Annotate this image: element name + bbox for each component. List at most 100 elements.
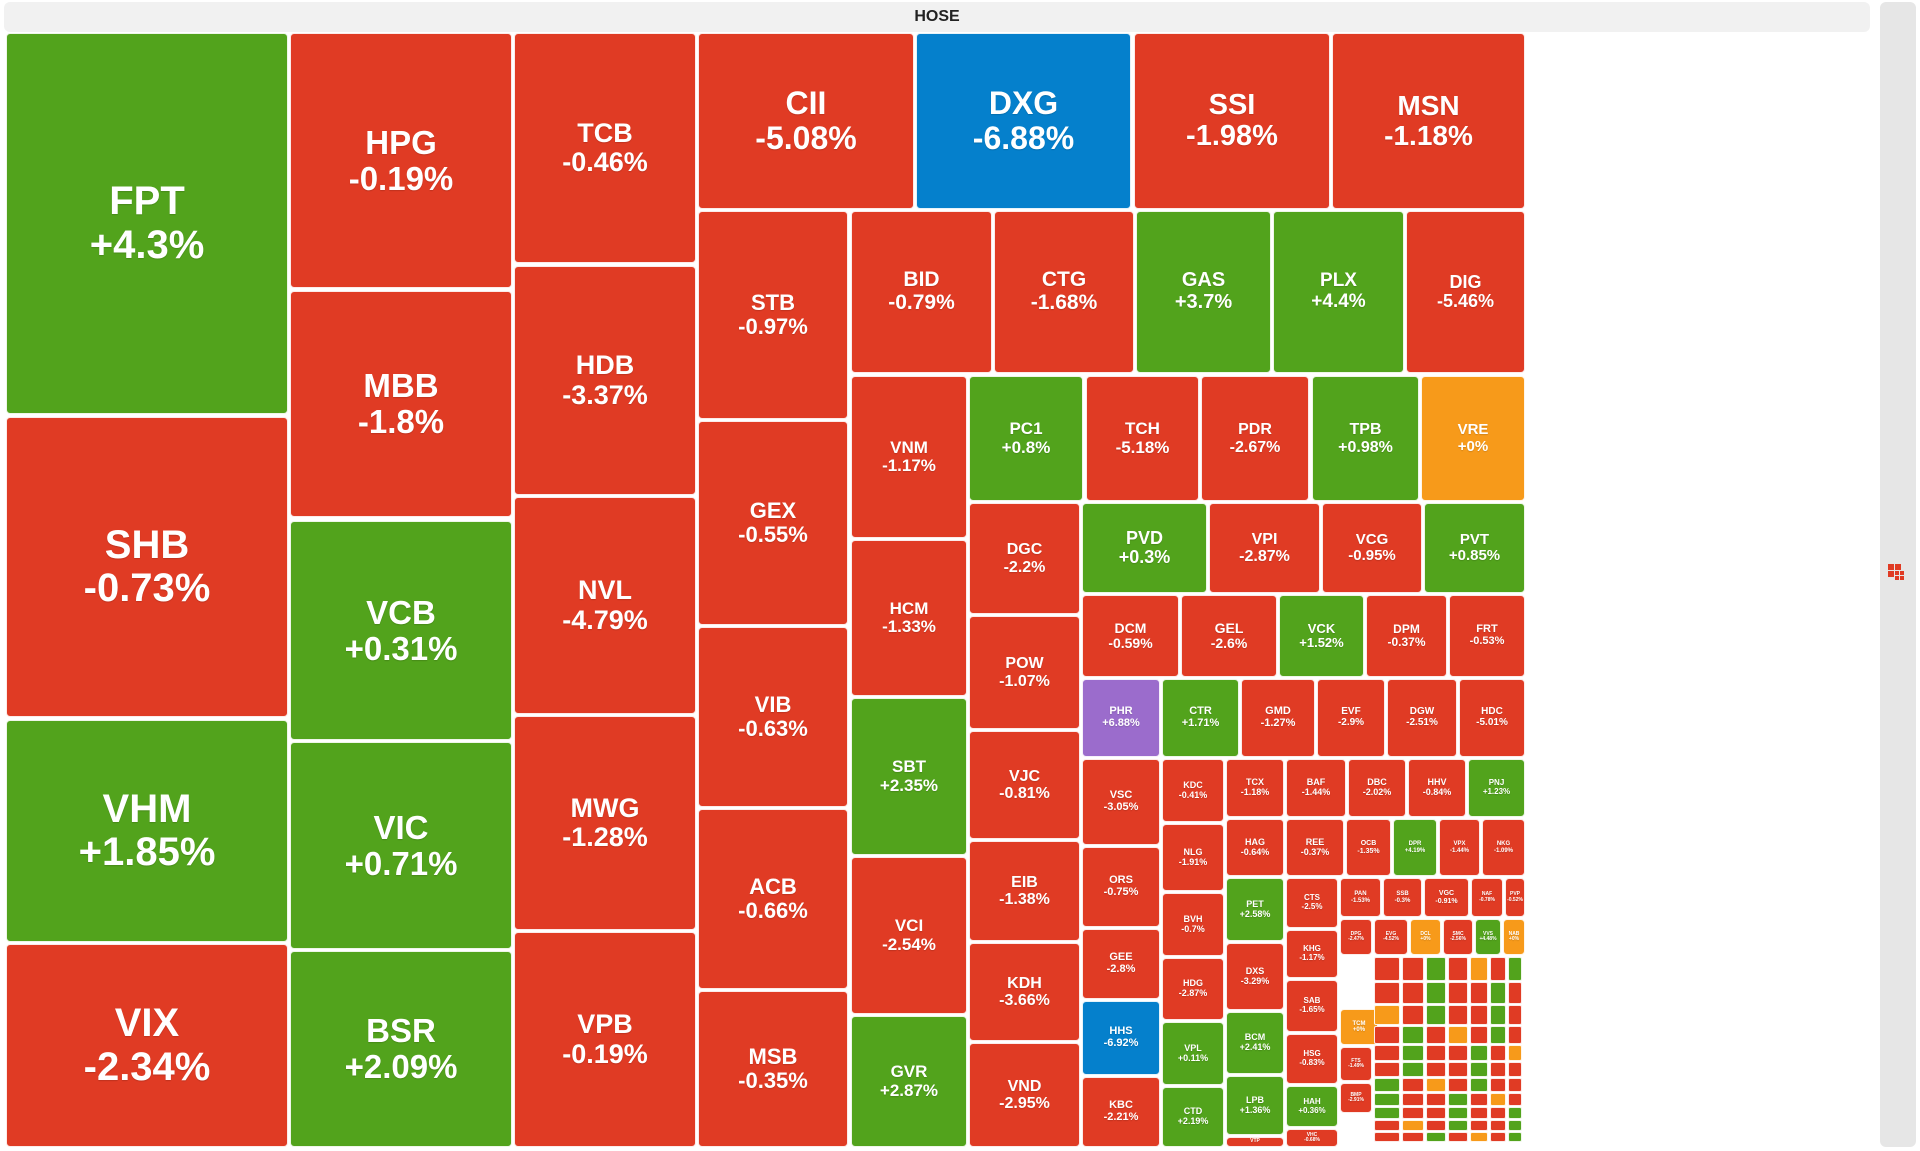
tile-small[interactable] (1374, 1005, 1400, 1025)
tile-stb[interactable]: STB -0.97% (698, 211, 848, 419)
tile-dcm[interactable]: DCM -0.59% (1082, 595, 1179, 677)
tile-pnj[interactable]: PNJ +1.23% (1468, 759, 1525, 817)
tile-small[interactable] (1448, 1045, 1468, 1061)
tile-nkg[interactable]: NKG -1.09% (1482, 819, 1525, 876)
tile-small[interactable] (1448, 1107, 1468, 1119)
tile-small[interactable] (1470, 1132, 1488, 1142)
tile-small[interactable] (1426, 1093, 1446, 1106)
tile-small[interactable] (1426, 1107, 1446, 1119)
tile-nab[interactable]: NAB +0% (1503, 919, 1525, 955)
tile-frt[interactable]: FRT -0.53% (1449, 595, 1525, 677)
tile-hpg[interactable]: HPG -0.19% (290, 33, 512, 288)
tile-small[interactable] (1470, 1045, 1488, 1061)
tile-vic[interactable]: VIC +0.71% (290, 742, 512, 949)
tile-fts[interactable]: FTS -1.49% (1340, 1047, 1372, 1081)
tile-vvs[interactable]: VVS +4.48% (1475, 919, 1501, 955)
tile-tpb[interactable]: TPB +0.98% (1312, 376, 1419, 501)
tile-vpb[interactable]: VPB -0.19% (514, 932, 696, 1147)
tile-small[interactable] (1470, 957, 1488, 981)
tile-small[interactable] (1374, 1132, 1400, 1142)
tile-dgc[interactable]: DGC -2.2% (969, 503, 1080, 614)
tile-small[interactable] (1470, 1107, 1488, 1119)
tile-small[interactable] (1508, 1078, 1522, 1092)
tile-nlg[interactable]: NLG -1.91% (1162, 824, 1224, 891)
tile-evf[interactable]: EVF -2.9% (1317, 679, 1385, 757)
tile-vnd[interactable]: VND -2.95% (969, 1043, 1080, 1147)
tile-evg[interactable]: EVG -4.52% (1374, 919, 1408, 955)
tile-tcb[interactable]: TCB -0.46% (514, 33, 696, 263)
tile-tcm[interactable]: TCM +0% (1340, 1009, 1378, 1045)
tile-dxg[interactable]: DXG -6.88% (916, 33, 1131, 209)
tile-vpi[interactable]: VPI -2.87% (1209, 503, 1320, 593)
tile-bmp[interactable]: BMP -2.91% (1340, 1083, 1372, 1113)
tile-small[interactable] (1426, 1062, 1446, 1077)
tile-sab[interactable]: SAB -1.65% (1286, 980, 1338, 1032)
tile-small[interactable] (1402, 982, 1424, 1004)
tile-small[interactable] (1490, 1062, 1506, 1077)
tile-gas[interactable]: GAS +3.7% (1136, 211, 1271, 373)
tile-small[interactable] (1402, 1026, 1424, 1044)
tile-small[interactable] (1426, 1120, 1446, 1131)
tile-dpg[interactable]: DPG -2.47% (1340, 919, 1372, 955)
tile-hag[interactable]: HAG -0.64% (1226, 819, 1284, 876)
tile-vre[interactable]: VRE +0% (1421, 376, 1525, 501)
tile-cts[interactable]: CTS -2.5% (1286, 878, 1338, 928)
tile-small[interactable] (1374, 1026, 1400, 1044)
tile-ssi[interactable]: SSI -1.98% (1134, 33, 1330, 209)
tile-vix[interactable]: VIX -2.34% (6, 944, 288, 1147)
tile-small[interactable] (1508, 1107, 1522, 1119)
tile-small[interactable] (1508, 1132, 1522, 1142)
tile-pvd[interactable]: PVD +0.3% (1082, 503, 1207, 593)
tile-small[interactable] (1426, 1026, 1446, 1044)
tile-small[interactable] (1490, 1078, 1506, 1092)
tile-small[interactable] (1374, 982, 1400, 1004)
tile-small[interactable] (1490, 1045, 1506, 1061)
tile-small[interactable] (1508, 1026, 1522, 1044)
tile-lpb[interactable]: LPB +1.36% (1226, 1076, 1284, 1135)
tile-dpr[interactable]: DPR +4.19% (1393, 819, 1437, 876)
tile-small[interactable] (1448, 982, 1468, 1004)
tile-small[interactable] (1470, 1093, 1488, 1106)
tile-hsg[interactable]: HSG -0.83% (1286, 1034, 1338, 1084)
tile-baf[interactable]: BAF -1.44% (1286, 759, 1346, 817)
tile-small[interactable] (1426, 982, 1446, 1004)
tile-sbt[interactable]: SBT +2.35% (851, 698, 967, 855)
tile-hdb[interactable]: HDB -3.37% (514, 266, 696, 495)
tile-khg[interactable]: KHG -1.17% (1286, 930, 1338, 978)
tile-ssb[interactable]: SSB -0.3% (1383, 878, 1422, 917)
tile-acb[interactable]: ACB -0.66% (698, 809, 848, 989)
tile-small[interactable] (1490, 1107, 1506, 1119)
tile-small[interactable] (1374, 957, 1400, 981)
tile-bvh[interactable]: BVH -0.7% (1162, 893, 1224, 956)
tile-vpl[interactable]: VPL +0.11% (1162, 1022, 1224, 1085)
tile-ors[interactable]: ORS -0.75% (1082, 847, 1160, 927)
tile-fpt[interactable]: FPT +4.3% (6, 33, 288, 414)
tile-small[interactable] (1470, 1062, 1488, 1077)
tile-mwg[interactable]: MWG -1.28% (514, 716, 696, 930)
tile-small[interactable] (1402, 1120, 1424, 1131)
tile-small[interactable] (1402, 1132, 1424, 1142)
tile-small[interactable] (1402, 1107, 1424, 1119)
tile-small[interactable] (1490, 1005, 1506, 1025)
tile-vib[interactable]: VIB -0.63% (698, 627, 848, 807)
tile-small[interactable] (1490, 1093, 1506, 1106)
tile-small[interactable] (1470, 1078, 1488, 1092)
tile-smc[interactable]: SMC -2.56% (1443, 919, 1473, 955)
tile-small[interactable] (1448, 1062, 1468, 1077)
tile-ocb[interactable]: OCB -1.35% (1346, 819, 1391, 876)
tile-small[interactable] (1508, 1062, 1522, 1077)
tile-small[interactable] (1490, 982, 1506, 1004)
tile-vck[interactable]: VCK +1.52% (1279, 595, 1364, 677)
tile-small[interactable] (1448, 957, 1468, 981)
tile-small[interactable] (1470, 982, 1488, 1004)
tile-small[interactable] (1508, 1093, 1522, 1106)
tile-small[interactable] (1426, 1078, 1446, 1092)
tile-small[interactable] (1374, 1107, 1400, 1119)
tile-pet[interactable]: PET +2.58% (1226, 878, 1284, 941)
tile-bsr[interactable]: BSR +2.09% (290, 951, 512, 1147)
tile-small[interactable] (1470, 1120, 1488, 1131)
tile-small[interactable] (1448, 1093, 1468, 1106)
tile-tch[interactable]: TCH -5.18% (1086, 376, 1199, 501)
tile-pan[interactable]: PAN -1.53% (1340, 878, 1381, 917)
tile-small[interactable] (1402, 1062, 1424, 1077)
